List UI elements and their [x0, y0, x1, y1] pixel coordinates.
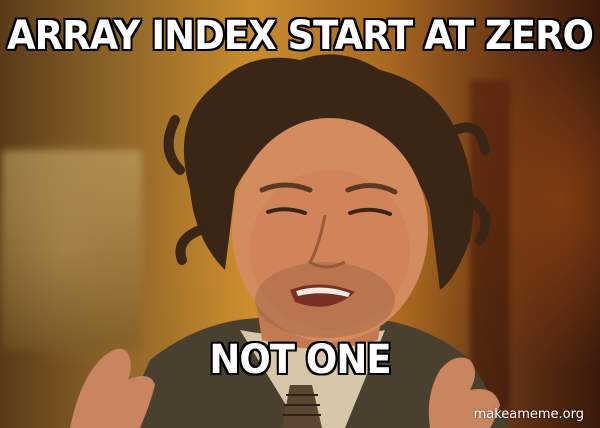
- meme-top-caption: ARRAY INDEX START AT ZERO: [6, 12, 594, 59]
- watermark-text: makeameme.org: [473, 407, 584, 422]
- meme-bottom-caption: NOT ONE: [209, 336, 391, 383]
- background-bookshelf: [2, 150, 142, 350]
